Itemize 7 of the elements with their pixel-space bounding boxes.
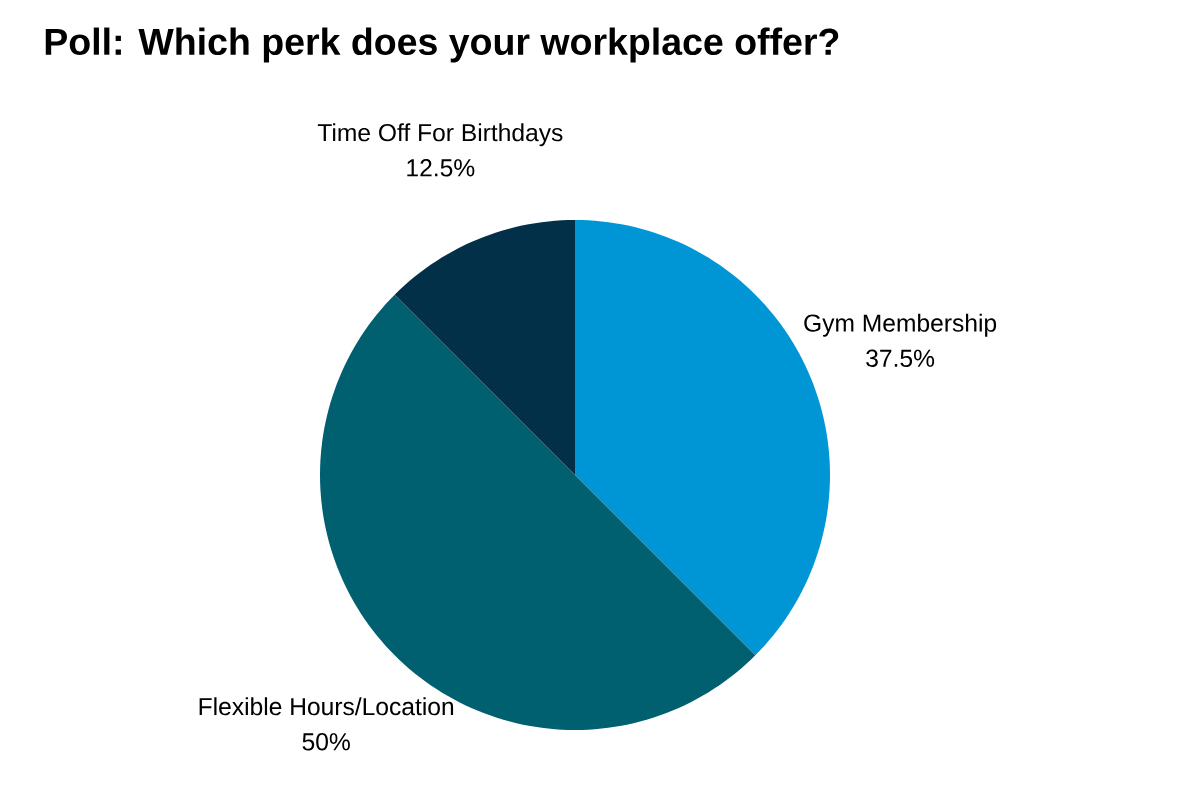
slice-label: Time Off For Birthdays	[317, 123, 563, 147]
data-label: 37.5%	[866, 349, 935, 367]
data-label: 12.5%	[407, 159, 475, 177]
slice-label: Flexible Hours/Location	[199, 697, 454, 716]
slice-label: Gym Membership	[804, 313, 997, 337]
data-label: 50%	[302, 733, 350, 751]
chart-title: Poll: Which perk does your workplace offer?	[45, 27, 839, 63]
